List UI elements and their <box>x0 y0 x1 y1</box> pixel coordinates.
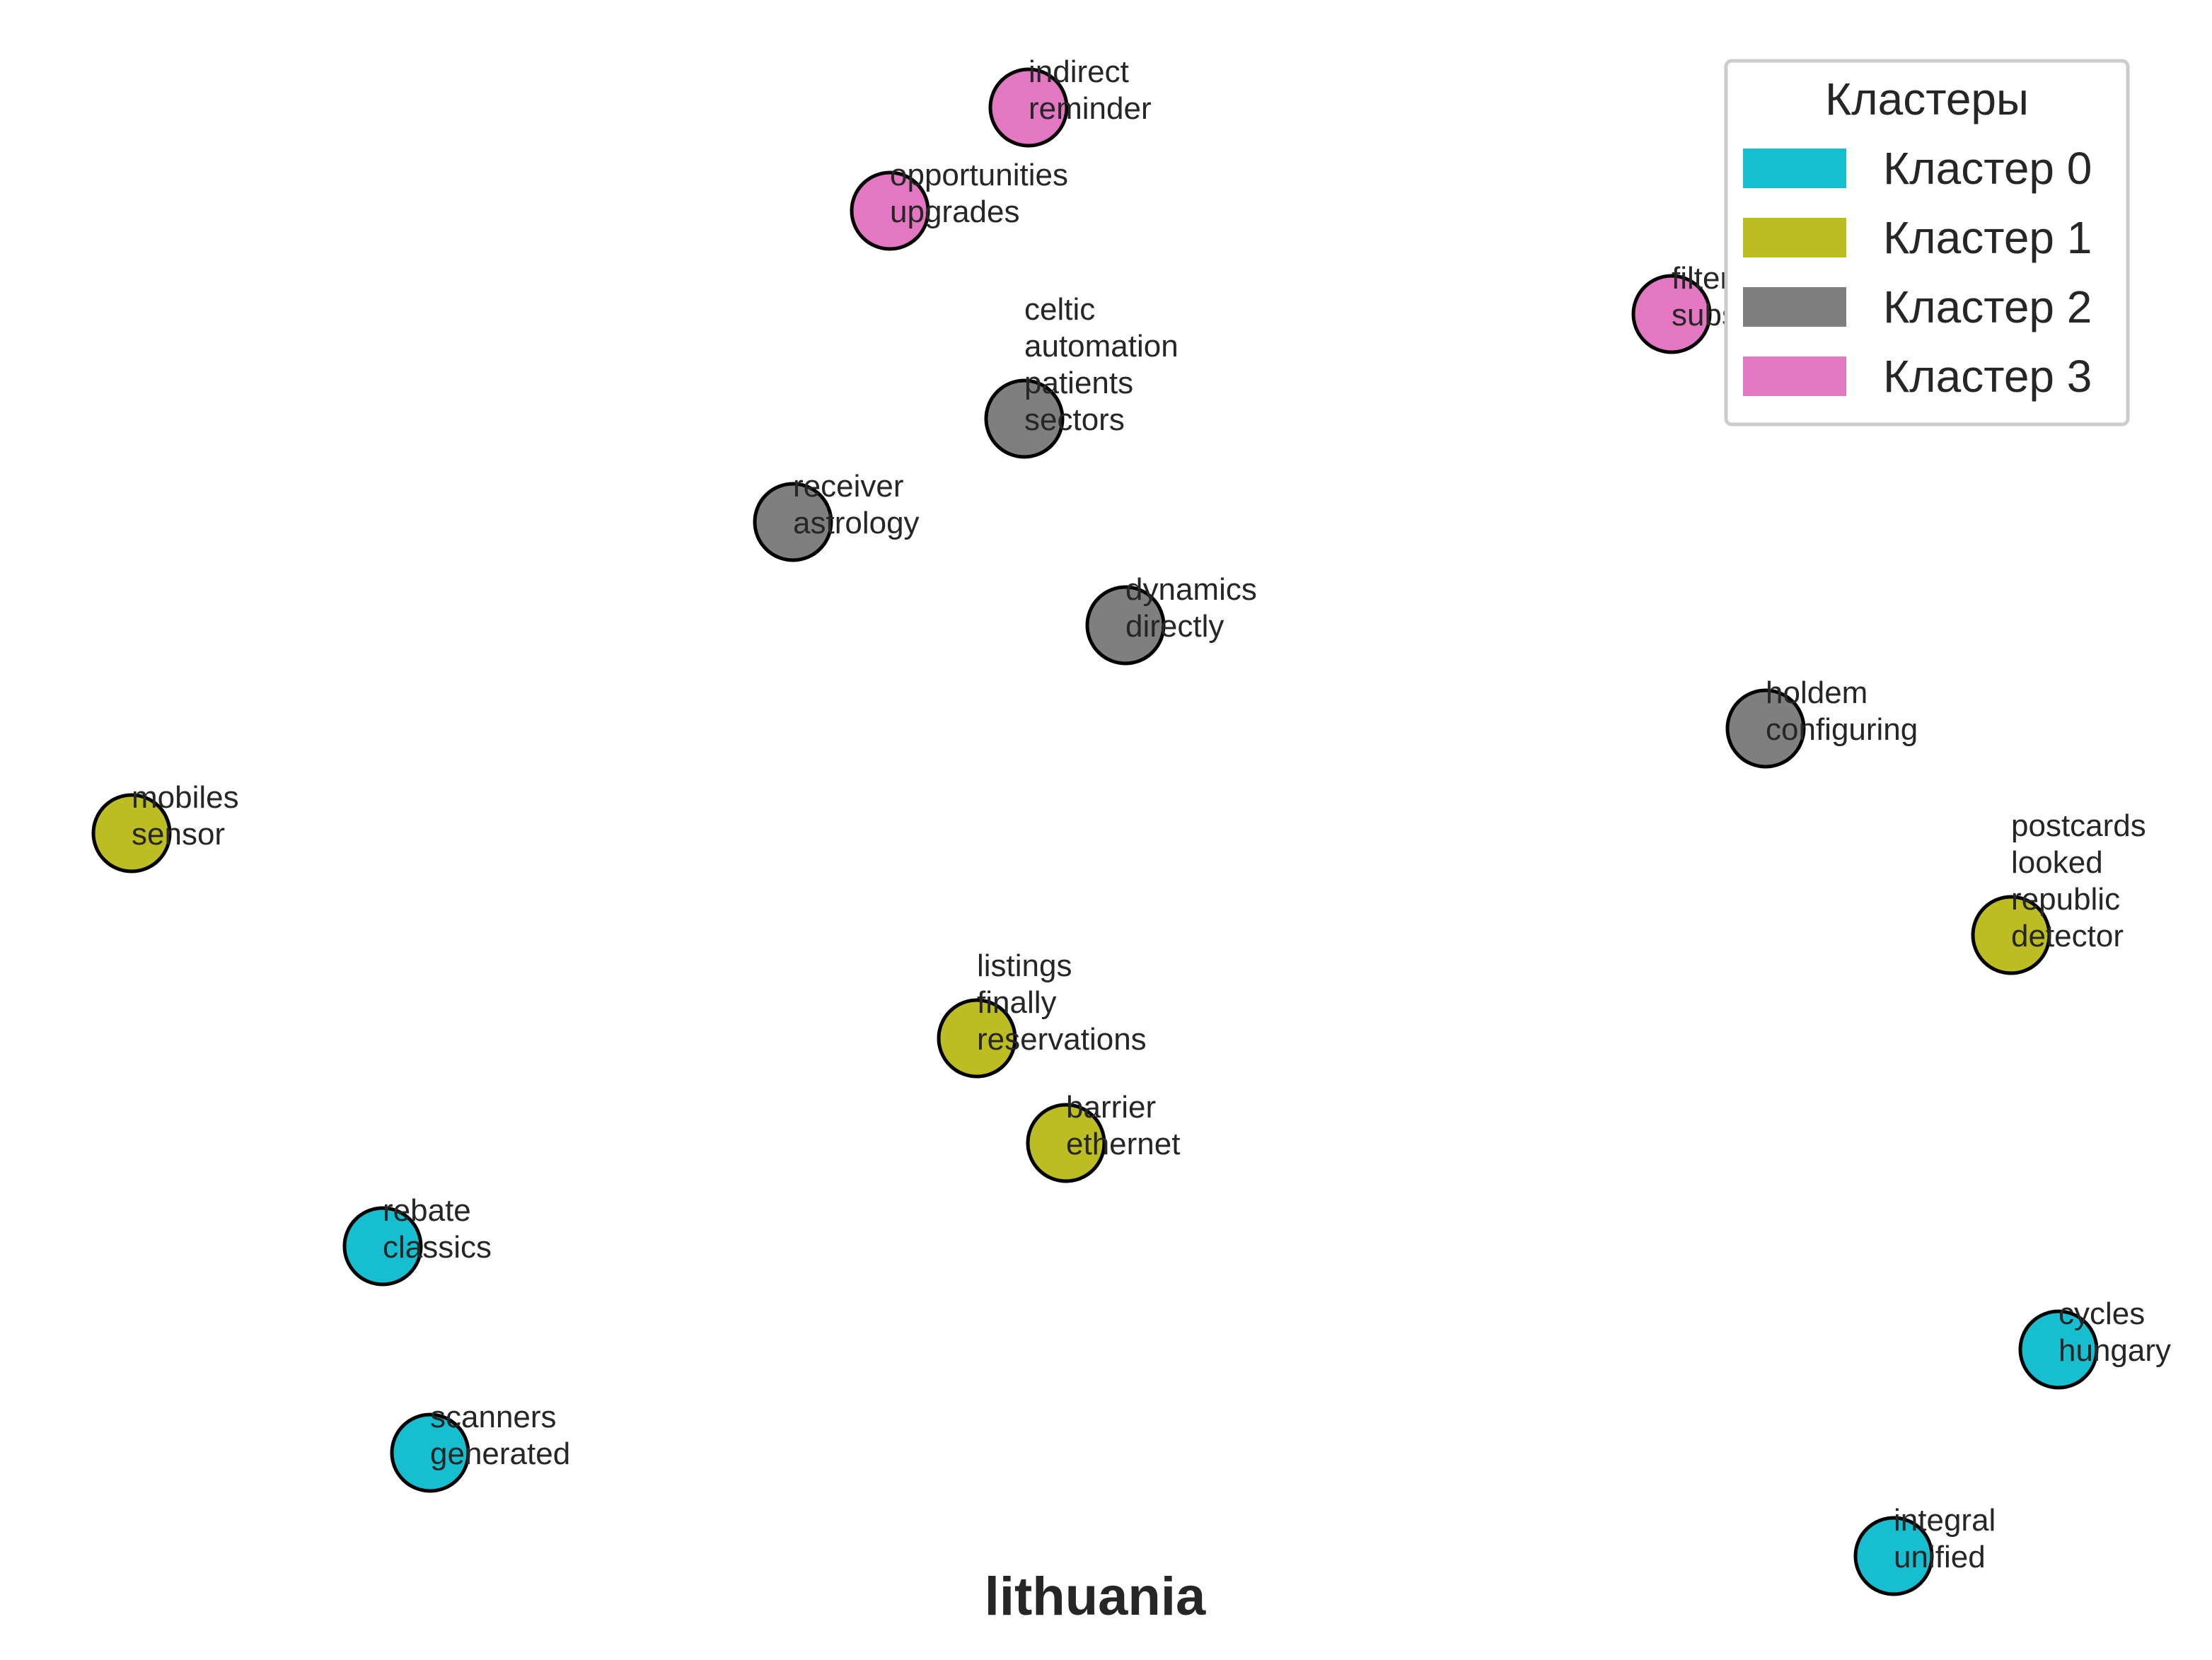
point-label-line: listings <box>977 948 1072 983</box>
point-label-line: automation <box>1024 329 1179 364</box>
scatter-point <box>850 170 930 251</box>
point-label-line: cycles <box>2058 1296 2145 1331</box>
point-label: holdem configuring <box>1766 675 1918 747</box>
scatter-point <box>390 1412 470 1493</box>
point-label-line: sensor <box>132 817 225 852</box>
point-label: indirect reminder <box>1029 54 1152 126</box>
legend-swatch <box>1743 356 1846 396</box>
legend-title: Кластеры <box>1825 74 2029 124</box>
point-label-line: ethernet <box>1066 1127 1180 1161</box>
scatter-point <box>2018 1309 2099 1390</box>
scatter-point <box>91 793 172 873</box>
point-label-line: republic <box>2011 882 2120 917</box>
point-label: celtic automation patients sectors <box>1024 292 1179 437</box>
point-label-line: barrier <box>1066 1090 1156 1125</box>
point-label: integral unified <box>1894 1503 1996 1574</box>
point-label-line: classics <box>383 1230 492 1265</box>
legend-label: Кластер 3 <box>1883 351 2092 402</box>
chart-title: lithuania <box>985 1567 1206 1627</box>
legend-swatch <box>1743 149 1846 188</box>
point-label: opportunities upgrades <box>890 158 1068 229</box>
labels-layer: indirect reminder opportunities upgrades fil… <box>132 54 2171 1574</box>
point-label-line: dynamics <box>1125 572 1257 607</box>
point-label: barrier ethernet <box>1066 1090 1180 1161</box>
legend-swatch <box>1743 218 1846 257</box>
point-label-line: looked <box>2011 845 2103 880</box>
point-label-line: receiver <box>793 469 904 504</box>
point-label-line: patients <box>1024 366 1133 400</box>
scatter-point <box>753 482 833 562</box>
point-label-line: mobiles <box>132 780 239 815</box>
point-label-line: postcards <box>2011 808 2146 843</box>
point-label-line: unified <box>1894 1540 1986 1574</box>
point-label-line: holdem <box>1766 675 1868 710</box>
point-label: cycles hungary <box>2058 1296 2171 1368</box>
point-label-line: indirect <box>1029 54 1129 89</box>
point-label: filter subs <box>1672 261 1737 332</box>
scatter-point <box>1971 895 2051 975</box>
point-label: dynamics directly <box>1125 572 1257 644</box>
scatter-point <box>1026 1103 1106 1183</box>
point-label-line: filter <box>1672 261 1730 296</box>
point-label-line: scanners <box>430 1400 557 1434</box>
legend-label: Кластер 0 <box>1883 143 2092 194</box>
point-label-line: rebate <box>383 1193 471 1228</box>
scatter-point <box>937 998 1017 1079</box>
point-label-line: finally <box>977 985 1057 1020</box>
legend-label: Кластер 1 <box>1883 212 2092 263</box>
scatter-point <box>984 378 1065 459</box>
scatter-point <box>1725 688 1806 769</box>
scatter-point <box>1853 1516 1934 1596</box>
point-label-line: reservations <box>977 1022 1147 1057</box>
legend-entries: Кластер 0 Кластер 1 Кластер 2 Кластер 3 <box>1743 143 2092 402</box>
point-label: mobiles sensor <box>132 780 239 852</box>
point-label-line: hungary <box>2058 1333 2171 1368</box>
point-label-line: sectors <box>1024 402 1125 437</box>
point-label: listings finally reservations <box>977 948 1147 1057</box>
point-label: receiver astrology <box>793 469 920 540</box>
point-label: scanners generated <box>430 1400 570 1471</box>
legend-label: Кластер 2 <box>1883 281 2092 332</box>
scatter-point <box>1085 585 1166 666</box>
scatter-point <box>342 1206 423 1287</box>
scatter-point <box>988 67 1069 148</box>
point-label: postcards looked republic detector <box>2011 808 2146 953</box>
point-label-line: reminder <box>1029 91 1152 126</box>
point-label-line: integral <box>1894 1503 1996 1538</box>
point-label-line: astrology <box>793 506 920 540</box>
scatter-point <box>1631 274 1712 354</box>
point-label-line: upgrades <box>890 195 1019 229</box>
point-label-line: celtic <box>1024 292 1095 327</box>
point-label-line: directly <box>1125 609 1224 644</box>
points-layer <box>91 67 2099 1596</box>
point-label-line: opportunities <box>890 158 1068 192</box>
point-label: rebate classics <box>383 1193 492 1265</box>
point-label-line: configuring <box>1766 712 1918 747</box>
point-label-line: generated <box>430 1436 570 1471</box>
legend-swatch <box>1743 287 1846 327</box>
point-label-line: detector <box>2011 919 2124 953</box>
